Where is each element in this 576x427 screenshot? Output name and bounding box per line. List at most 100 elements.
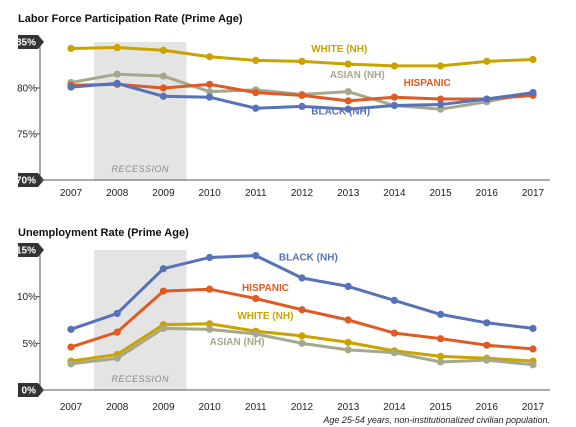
x-tick-label: 2014 xyxy=(383,188,406,199)
data-point xyxy=(252,56,260,64)
data-point xyxy=(390,329,398,337)
data-point xyxy=(529,345,537,353)
data-point xyxy=(344,97,352,105)
data-point xyxy=(206,93,214,101)
x-tick-label: 2015 xyxy=(429,188,452,199)
data-point xyxy=(67,325,75,333)
data-point xyxy=(113,354,121,362)
data-point xyxy=(113,309,121,318)
y-tick-badge xyxy=(18,383,44,397)
y-tick-label: 5% xyxy=(23,339,38,350)
data-point xyxy=(206,285,214,293)
footnote: Age 25-54 years, non-institutionalized c… xyxy=(322,415,550,425)
data-point xyxy=(344,282,352,290)
x-tick-label: 2007 xyxy=(60,402,83,413)
data-point xyxy=(206,325,214,333)
y-tick-label: 15% xyxy=(16,246,36,257)
data-point xyxy=(390,101,398,110)
data-point xyxy=(344,88,352,96)
y-tick-badge xyxy=(18,35,44,49)
data-point xyxy=(67,83,75,91)
data-point xyxy=(483,356,491,364)
data-point xyxy=(206,80,214,88)
y-tick-badge xyxy=(18,173,44,187)
data-point xyxy=(206,253,214,262)
x-tick-label: 2012 xyxy=(291,402,314,413)
data-point xyxy=(437,335,445,343)
recession-band xyxy=(94,42,187,180)
data-point xyxy=(344,316,352,324)
series-asian: ASIAN (NH) xyxy=(67,324,537,369)
x-tick-label: 2010 xyxy=(198,402,221,413)
x-tick-label: 2008 xyxy=(106,402,129,413)
data-point xyxy=(390,93,398,101)
data-point xyxy=(113,328,121,336)
data-point xyxy=(483,341,491,349)
data-point xyxy=(159,287,167,295)
data-point xyxy=(529,55,537,64)
y-tick-label: 75% xyxy=(17,130,37,141)
x-tick-label: 2009 xyxy=(152,188,175,199)
x-tick-label: 2007 xyxy=(60,188,83,199)
series-label: HISPANIC xyxy=(242,283,289,294)
data-point xyxy=(529,89,537,97)
series-label: BLACK (NH) xyxy=(279,252,338,263)
data-point xyxy=(390,62,398,70)
x-tick-label: 2016 xyxy=(476,188,499,199)
data-point xyxy=(437,352,445,360)
data-point xyxy=(159,265,167,273)
recession-band xyxy=(94,250,187,390)
data-point xyxy=(298,274,306,282)
x-tick-label: 2009 xyxy=(152,402,175,413)
series-label: ASIAN (NH) xyxy=(330,70,385,81)
x-tick-label: 2014 xyxy=(383,402,406,413)
recession-label: RECESSION xyxy=(112,164,170,174)
data-point xyxy=(437,95,445,103)
data-point xyxy=(344,105,352,113)
data-point xyxy=(483,57,491,65)
data-point xyxy=(298,306,306,314)
x-tick-label: 2011 xyxy=(245,188,267,199)
data-point xyxy=(437,62,445,70)
data-point xyxy=(67,343,75,351)
y-tick-label: 85% xyxy=(16,38,36,49)
data-point xyxy=(298,339,306,347)
recession-label: RECESSION xyxy=(112,374,170,384)
series-label: BLACK (NH) xyxy=(311,107,370,118)
data-point xyxy=(344,338,352,346)
data-point xyxy=(298,102,306,110)
y-tick-label: 80% xyxy=(17,84,37,95)
chart-1: Unemployment Rate (Prime Age) RECESSION 15… xyxy=(16,227,550,413)
data-point xyxy=(344,346,352,354)
chart-0: Labor Force Participation Rate (Prime Ag… xyxy=(16,13,550,199)
data-point xyxy=(206,88,214,96)
x-tick-label: 2011 xyxy=(245,402,267,413)
x-tick-label: 2010 xyxy=(198,188,221,199)
data-point xyxy=(344,60,352,68)
y-tick-label: 10% xyxy=(17,292,37,303)
series-label: WHITE (NH) xyxy=(237,311,293,322)
x-tick-label: 2013 xyxy=(337,188,360,199)
data-point xyxy=(67,360,75,368)
data-point xyxy=(159,46,167,54)
y-tick-label: 0% xyxy=(22,386,37,397)
data-point xyxy=(298,332,306,340)
data-point xyxy=(437,310,445,318)
y-tick-label: 70% xyxy=(16,176,36,187)
x-tick-label: 2016 xyxy=(476,402,499,413)
chart-title: Unemployment Rate (Prime Age) xyxy=(18,227,189,239)
data-point xyxy=(390,296,398,304)
data-point xyxy=(113,70,121,78)
chart-title: Labor Force Participation Rate (Prime Ag… xyxy=(18,13,243,25)
data-point xyxy=(252,294,260,303)
data-point xyxy=(298,91,306,99)
x-tick-label: 2015 xyxy=(429,402,452,413)
data-point xyxy=(529,361,537,369)
data-point xyxy=(159,324,167,332)
x-tick-label: 2012 xyxy=(291,188,314,199)
data-point xyxy=(206,320,214,328)
data-point xyxy=(252,330,260,338)
data-point xyxy=(437,358,445,366)
